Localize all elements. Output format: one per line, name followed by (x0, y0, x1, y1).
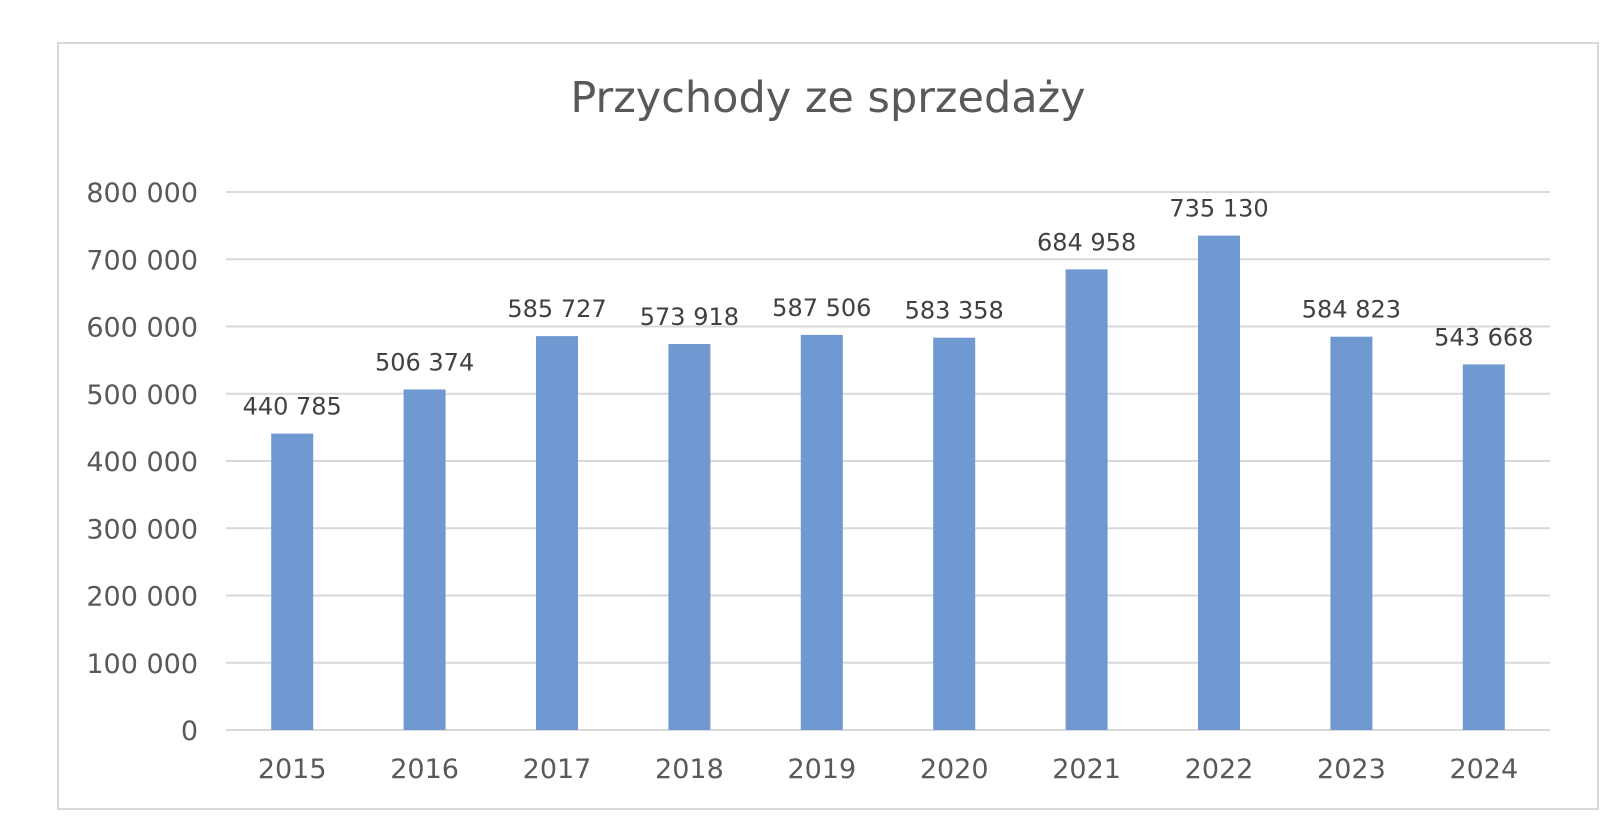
x-tick-label: 2022 (1185, 754, 1254, 785)
y-tick-label: 500 000 (86, 380, 198, 411)
data-label: 585 727 (507, 295, 606, 323)
x-tick-label: 2017 (523, 754, 592, 785)
data-label: 573 918 (640, 303, 739, 331)
y-tick-label: 700 000 (86, 245, 198, 276)
y-tick-label: 200 000 (86, 582, 198, 613)
y-tick-label: 400 000 (86, 447, 198, 478)
x-tick-label: 2016 (390, 754, 459, 785)
bar-2021 (1065, 269, 1108, 730)
bar-2022 (1198, 235, 1240, 731)
y-tick-label: 0 (181, 716, 198, 747)
data-label: 506 374 (375, 348, 474, 376)
data-label: 584 823 (1302, 296, 1401, 324)
chart-title: Przychody ze sprzedaży (570, 73, 1085, 123)
data-label: 684 958 (1037, 228, 1136, 256)
bar-2018 (668, 344, 711, 730)
bar-2023 (1330, 336, 1373, 730)
y-axis-ticks: 0 100 000 200 000 300 000 400 000 500 000 600 … (86, 178, 198, 747)
bars (271, 235, 1505, 731)
data-label: 543 668 (1434, 323, 1533, 351)
y-tick-label: 600 000 (86, 313, 198, 344)
gridlines (226, 191, 1550, 731)
x-tick-label: 2018 (655, 754, 724, 785)
bar-2020 (933, 337, 976, 730)
data-labels: 440 785 506 374 585 727 573 918 587 506 583 3… (243, 195, 1534, 421)
y-tick-label: 300 000 (86, 514, 198, 545)
data-label: 587 506 (772, 294, 871, 322)
x-tick-label: 2023 (1317, 754, 1386, 785)
bar-2016 (403, 389, 446, 730)
x-axis-ticks: 2015 2016 2017 2018 2019 2020 2021 2022 2023 2024 (258, 754, 1518, 785)
x-tick-label: 2020 (920, 754, 989, 785)
bar-2015 (271, 433, 314, 730)
data-label: 735 130 (1169, 195, 1268, 223)
bar-2017 (536, 336, 578, 730)
y-tick-label: 100 000 (86, 649, 198, 680)
y-tick-label: 800 000 (86, 178, 198, 209)
x-tick-label: 2021 (1052, 754, 1121, 785)
x-tick-label: 2015 (258, 754, 327, 785)
bar-2019 (800, 334, 843, 730)
x-tick-label: 2019 (787, 754, 856, 785)
data-label: 440 785 (243, 393, 342, 421)
data-label: 583 358 (905, 297, 1004, 325)
bar-2024 (1462, 364, 1505, 730)
x-tick-label: 2024 (1449, 754, 1518, 785)
